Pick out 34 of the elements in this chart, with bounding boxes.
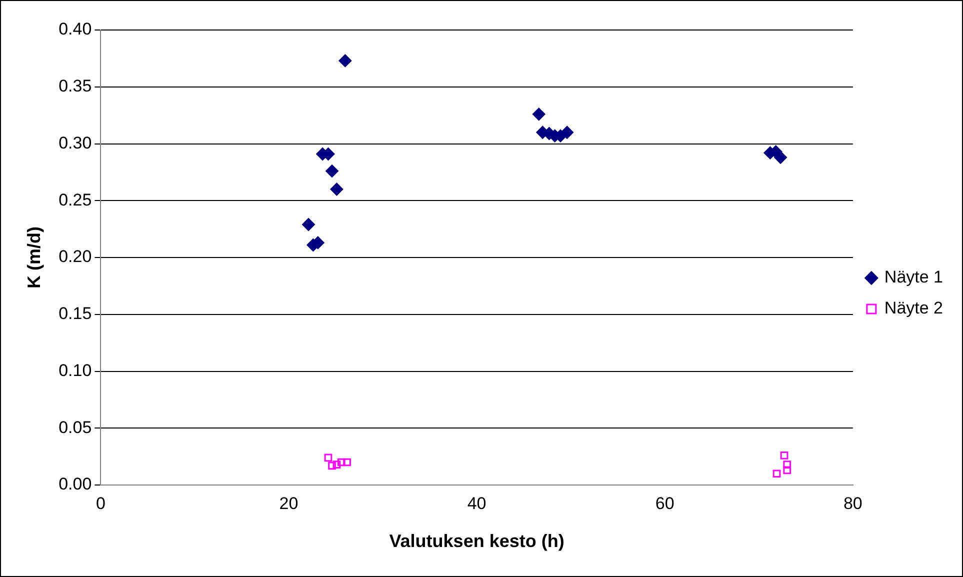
- point: [328, 462, 336, 470]
- y-tick-label: 0.35: [58, 76, 92, 96]
- point: [783, 466, 792, 474]
- point: [783, 460, 792, 468]
- y-axis-title: K (m/d): [24, 226, 44, 288]
- point: [302, 218, 315, 232]
- point: [532, 108, 546, 121]
- point: [780, 451, 788, 460]
- point: [338, 54, 352, 68]
- point: [332, 460, 341, 468]
- y-tick-label: 0.05: [58, 418, 92, 437]
- y-tick-label: 0.15: [58, 304, 92, 324]
- point: [325, 164, 338, 178]
- y-tick-label: 0.30: [58, 133, 92, 152]
- x-tick-label: 80: [843, 494, 862, 513]
- x-tick-label: 60: [655, 494, 674, 513]
- y-tick-label: 0.25: [58, 190, 92, 210]
- point: [560, 126, 574, 139]
- y-tick-label: 0.40: [58, 20, 92, 39]
- x-tick-label: 0: [96, 494, 106, 513]
- x-tick-label: 20: [279, 494, 298, 513]
- y-tick-label: 0.10: [58, 360, 92, 380]
- x-tick-label: 40: [467, 494, 486, 513]
- legend-label: Näyte 2: [884, 298, 944, 318]
- point: [337, 458, 346, 466]
- point: [324, 454, 332, 462]
- point: [330, 182, 344, 196]
- legend-label: Näyte 1: [884, 268, 944, 287]
- x-axis-title: Valutuksen kesto (h): [389, 531, 564, 552]
- y-tick-label: 0.00: [58, 474, 92, 494]
- y-tick-label: 0.20: [58, 247, 92, 266]
- point: [772, 470, 781, 478]
- point: [774, 150, 788, 164]
- point: [343, 458, 351, 466]
